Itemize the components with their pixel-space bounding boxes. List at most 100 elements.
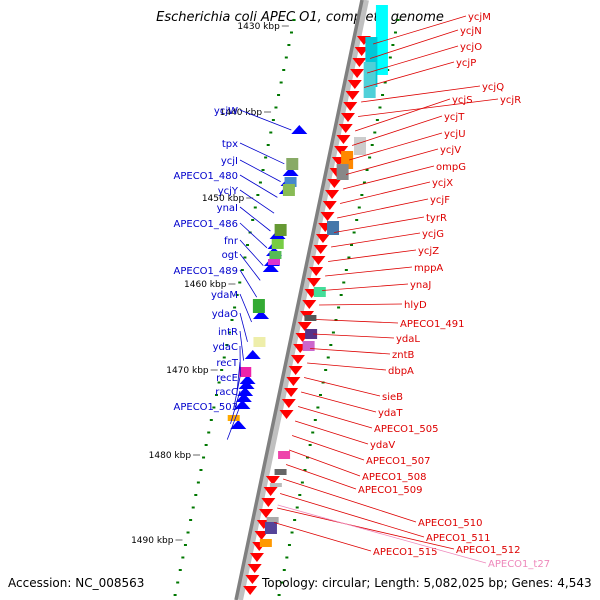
annotation-block: [227, 415, 240, 421]
forward-gene-label: tpx: [222, 139, 238, 150]
map-title: Escherichia coli APEC O1, complete genom…: [156, 10, 444, 25]
forward-gene-arrow: [239, 375, 256, 384]
reverse-gene-label: ycjO: [460, 42, 482, 53]
reverse-gene-label: zntB: [392, 350, 415, 361]
backbone: [234, 0, 364, 600]
reverse-gene-label: APECO1_509: [358, 485, 423, 496]
annotation-block: [286, 158, 299, 170]
reverse-gene-label: ynaJ: [410, 280, 431, 291]
reverse-gene-label: APECO1_508: [362, 472, 427, 483]
reverse-gene-label: ycjT: [444, 112, 465, 123]
reverse-label-leader: [319, 303, 403, 306]
forward-gene-label: ogt: [222, 250, 238, 261]
reverse-gene-label: ydaT: [378, 408, 403, 419]
reverse-label-leader: [279, 493, 425, 538]
annotation-block: [302, 341, 315, 351]
reverse-gene-arrow: [263, 487, 278, 496]
reverse-label-leader: [285, 464, 357, 490]
annotation-block: [264, 522, 277, 534]
reverse-gene-arrow: [336, 135, 351, 144]
reverse-gene-label: ydaL: [396, 334, 420, 345]
reverse-label-leader: [334, 216, 425, 233]
position-marker-label: 1490 kbp: [131, 536, 174, 546]
reverse-label-leader: [294, 420, 369, 445]
reverse-gene-label: ycjZ: [418, 246, 439, 257]
reverse-label-leader: [310, 348, 391, 355]
reverse-gene-label: tyrR: [426, 213, 447, 224]
forward-gene-arrow: [253, 310, 270, 319]
forward-gene-label: ydaO: [212, 309, 238, 320]
forward-gene-arrow: [262, 263, 279, 272]
reverse-gene-arrow: [281, 399, 296, 408]
reverse-gene-label: hlyD: [404, 300, 427, 311]
forward-gene-arrow: [244, 350, 261, 359]
forward-gene-label: ycjI: [221, 156, 238, 167]
reverse-label-leader: [300, 391, 377, 413]
position-marker-label: 1460 kbp: [184, 280, 227, 290]
forward-gene-arrow: [234, 400, 251, 409]
reverse-gene-arrow: [334, 146, 349, 155]
reverse-gene-label: APECO1_510: [418, 518, 483, 529]
reverse-label-leader: [277, 507, 455, 550]
reverse-gene-arrow: [322, 201, 337, 210]
reverse-gene-arrow: [320, 212, 335, 221]
reverse-gene-arrow: [297, 322, 312, 331]
annotation-block: [336, 164, 349, 180]
annotation-block: [239, 367, 252, 377]
reverse-gene-arrow: [249, 553, 264, 562]
position-marker-label: 1450 kbp: [202, 194, 245, 204]
reverse-label-leader: [322, 283, 409, 291]
reverse-gene-arrow: [306, 278, 321, 287]
forward-label-leader: [239, 312, 248, 342]
forward-label-leader: [226, 405, 241, 440]
reverse-gene-label: mppA: [414, 263, 443, 274]
reverse-gene-label: ycjM: [468, 12, 491, 23]
reverse-gene-arrow: [284, 388, 299, 397]
reverse-gene-label: dbpA: [388, 366, 414, 377]
reverse-label-leader: [304, 377, 381, 397]
reverse-gene-arrow: [327, 179, 342, 188]
forward-label-leader: [230, 390, 241, 424]
reverse-gene-label: ycjG: [422, 229, 444, 240]
reverse-gene-label: ycjS: [452, 95, 473, 106]
annotation-block: [259, 539, 272, 547]
reverse-gene-arrow: [352, 58, 367, 67]
annotation-block: [305, 329, 318, 339]
reverse-gene-arrow: [261, 498, 276, 507]
position-marker-label: 1430 kbp: [237, 22, 280, 32]
reverse-label-leader: [372, 15, 467, 45]
annotation-block: [252, 299, 265, 313]
forward-gene-arrow: [237, 387, 254, 396]
forward-gene-arrow: [282, 167, 299, 176]
forward-gene-label: APECO1_486: [174, 219, 239, 230]
forward-gene-label: ynaI: [217, 203, 238, 214]
annotation-block: [363, 62, 376, 98]
rna-gene-label: APECO1_t27: [488, 559, 550, 570]
forward-label-leader: [239, 253, 261, 281]
reverse-label-leader: [354, 98, 451, 132]
forward-label-leader: [239, 159, 281, 182]
forward-label-leader: [239, 293, 252, 323]
reverse-label-leader: [340, 181, 431, 204]
forward-gene-label: recE: [216, 373, 238, 384]
annotation-block: [284, 177, 297, 187]
reverse-gene-label: ycjF: [430, 195, 450, 206]
reverse-label-leader: [282, 478, 417, 523]
reverse-label-leader: [328, 249, 417, 262]
reverse-label-leader: [361, 85, 481, 103]
reverse-gene-label: ycjR: [500, 95, 521, 106]
annotation-block: [274, 469, 287, 475]
annotation-block: [253, 337, 266, 347]
reverse-label-leader: [366, 45, 459, 74]
reverse-gene-arrow: [286, 377, 301, 386]
forward-gene-label: racC: [215, 387, 238, 398]
forward-label-leader: [239, 239, 264, 266]
forward-gene-label: ycjY: [218, 186, 239, 197]
reverse-label-leader: [313, 333, 395, 339]
forward-gene-label: intR: [218, 327, 238, 338]
forward-label-leader: [233, 376, 241, 410]
reverse-gene-arrow: [325, 190, 340, 199]
reverse-gene-label: ydaV: [370, 440, 395, 451]
reverse-gene-arrow: [340, 113, 355, 122]
